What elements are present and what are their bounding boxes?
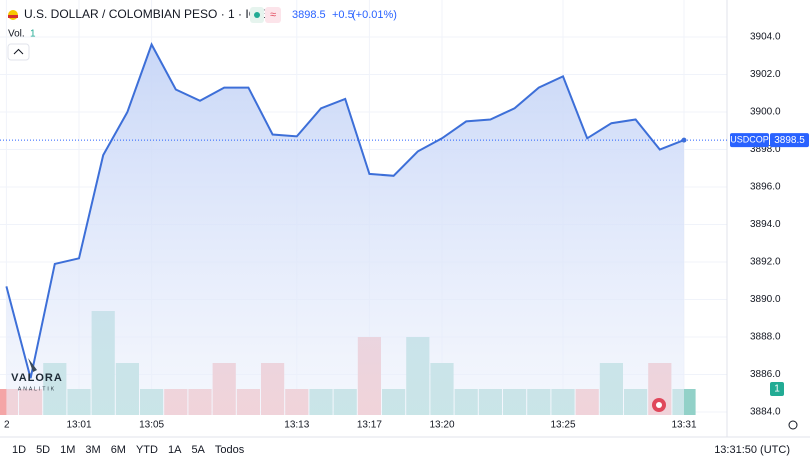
price-tag-text: 3898.5 bbox=[774, 135, 805, 146]
range-button[interactable]: 3M bbox=[85, 444, 100, 456]
header-price: 3898.5 bbox=[292, 9, 326, 21]
x-tick-label: 13:20 bbox=[429, 420, 454, 431]
range-button[interactable]: 5A bbox=[191, 444, 205, 456]
range-button[interactable]: 1D bbox=[12, 444, 26, 456]
y-tick-label: 3886.0 bbox=[750, 369, 781, 380]
volume-value: 1 bbox=[30, 29, 36, 40]
settings-icon[interactable] bbox=[788, 420, 798, 430]
symbol-tag-text: USDCOP bbox=[730, 135, 769, 145]
price-tag bbox=[770, 133, 809, 148]
collapse-icon bbox=[13, 48, 24, 55]
symbol-tag bbox=[730, 133, 769, 148]
collapse-button[interactable] bbox=[7, 43, 30, 61]
area bbox=[6, 44, 684, 415]
range-button[interactable]: 5D bbox=[36, 444, 50, 456]
y-tick-label: 3904.0 bbox=[750, 32, 781, 43]
range-button[interactable]: YTD bbox=[136, 444, 158, 456]
x-tick-label: 13:17 bbox=[357, 420, 382, 431]
range-button[interactable]: 1A bbox=[168, 444, 182, 456]
range-button[interactable]: 6M bbox=[111, 444, 126, 456]
x-tick-label: 2 bbox=[4, 420, 10, 431]
x-tick-label: 13:25 bbox=[550, 420, 575, 431]
plot bbox=[5, 42, 687, 415]
x-tick-label: 13:31 bbox=[671, 420, 696, 431]
x-tick-label: 13:13 bbox=[284, 420, 309, 431]
x-tick-label: 13:05 bbox=[139, 420, 164, 431]
y-tick-label: 3896.0 bbox=[750, 182, 781, 193]
y-tick-label: 3888.0 bbox=[750, 332, 781, 343]
y-tick-label: 3900.0 bbox=[750, 107, 781, 118]
header-change: +0.5 bbox=[332, 9, 354, 21]
range-button[interactable]: 1M bbox=[60, 444, 75, 456]
volume-tag bbox=[770, 382, 784, 396]
y-tick-label: 3890.0 bbox=[750, 294, 781, 305]
event-flag-inner bbox=[656, 402, 662, 408]
header-change-pct: (+0.01%) bbox=[352, 9, 397, 21]
chart-title: U.S. DOLLAR / COLOMBIAN PESO · 1 · ICE bbox=[24, 7, 265, 21]
volume-label: Vol. bbox=[8, 29, 25, 40]
status-dot bbox=[254, 12, 260, 18]
status-icon: ≈ bbox=[270, 9, 276, 21]
price-line bbox=[5, 42, 685, 379]
y-tick-label: 3898.0 bbox=[750, 144, 781, 155]
range-button[interactable]: Todos bbox=[215, 444, 245, 456]
logo-mark bbox=[28, 358, 37, 372]
clock: 13:31:50 (UTC) bbox=[714, 444, 790, 456]
status-badge[interactable] bbox=[265, 7, 281, 23]
watermark-sub: ANALITIK bbox=[18, 386, 56, 392]
watermark-brand: VALORA bbox=[11, 372, 63, 384]
y-tick-label: 3902.0 bbox=[750, 69, 781, 80]
y-tick-label: 3884.0 bbox=[750, 407, 781, 418]
y-tick-label: 3894.0 bbox=[750, 219, 781, 230]
x-tick-label: 13:01 bbox=[66, 420, 91, 431]
flag-icon-stripe bbox=[8, 15, 18, 18]
y-tick-label: 3892.0 bbox=[750, 257, 781, 268]
volume-tag-text: 1 bbox=[774, 384, 780, 395]
